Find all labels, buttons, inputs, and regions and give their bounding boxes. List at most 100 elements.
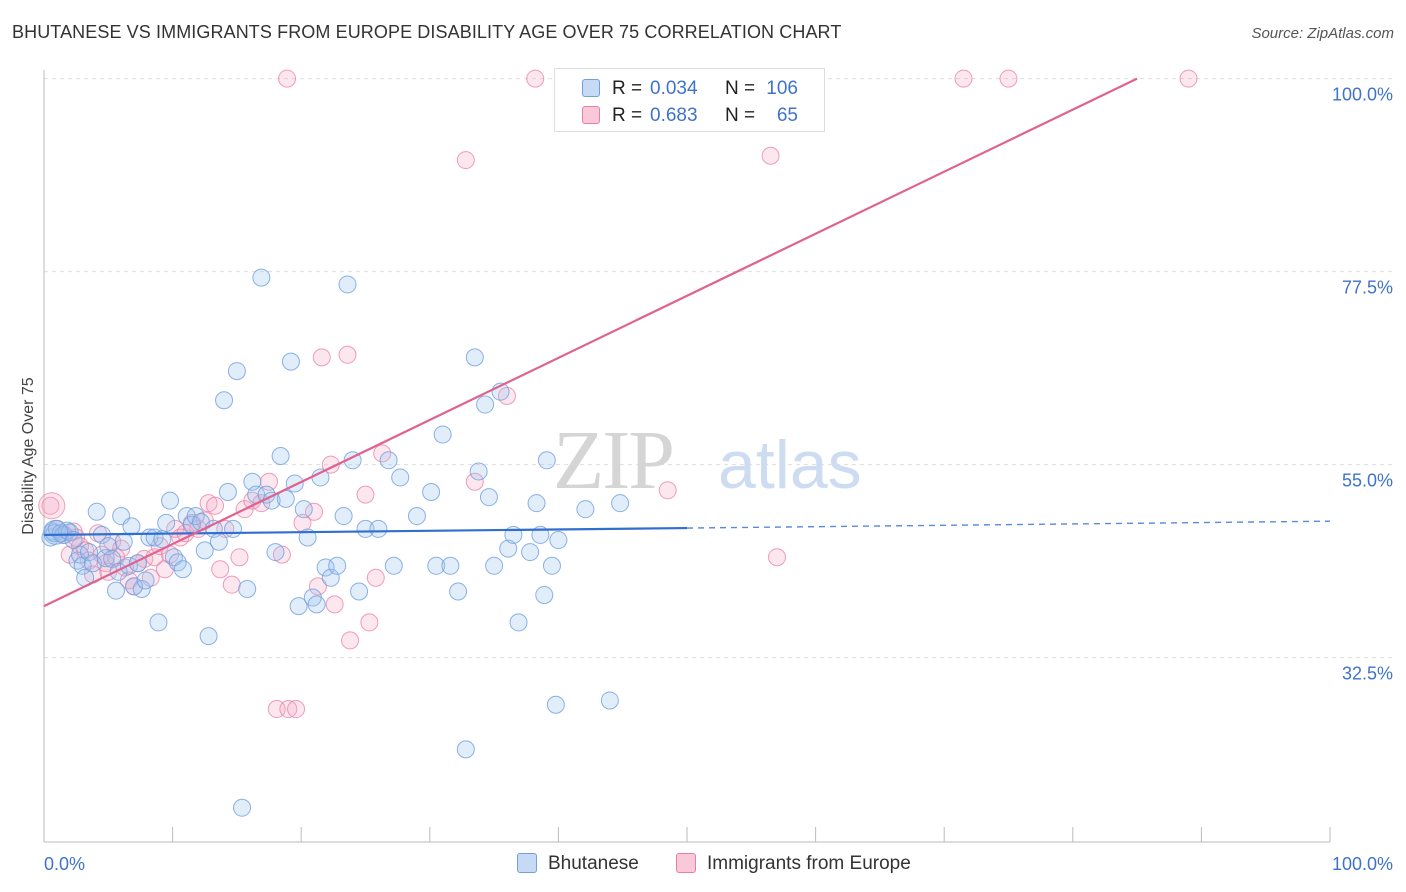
data-point-immigrants xyxy=(954,69,973,88)
data-point-bhutanese xyxy=(218,483,237,502)
legend-swatch-blue xyxy=(582,79,600,97)
trend-lines xyxy=(43,77,1331,608)
data-point-bhutanese xyxy=(271,447,290,465)
data-point-immigrants xyxy=(308,577,327,596)
data-point-bhutanese xyxy=(611,494,630,513)
legend-n-value: 106 xyxy=(766,78,798,99)
data-point-immigrants xyxy=(761,146,780,165)
data-point-immigrants xyxy=(222,575,241,594)
tick-labels: 32.5% 55.0% 77.5% 100.0% 0.0% 100.0% xyxy=(44,85,1393,874)
data-point-bhutanese xyxy=(238,579,257,598)
data-point-immigrants xyxy=(325,595,344,614)
data-point-immigrants xyxy=(658,481,677,500)
data-point-bhutanese xyxy=(476,395,495,414)
x-tick-label: 100.0% xyxy=(1332,854,1393,874)
data-point-immigrants xyxy=(278,69,297,88)
legend-row-bhutanese: R = 0.034 N = 106 xyxy=(555,74,824,102)
data-point-bhutanese xyxy=(173,560,192,579)
data-point-bhutanese xyxy=(433,425,452,444)
data-point-bhutanese xyxy=(350,582,369,601)
data-point-bhutanese xyxy=(186,507,205,526)
data-point-bhutanese xyxy=(107,581,126,600)
data-point-bhutanese xyxy=(537,451,556,470)
watermark-zip: ZIP xyxy=(553,414,673,507)
data-point-bhutanese xyxy=(576,500,595,519)
data-point-bhutanese xyxy=(356,519,375,538)
data-point-bhutanese xyxy=(485,556,504,575)
data-point-bhutanese xyxy=(199,627,218,646)
data-point-bhutanese xyxy=(289,597,308,616)
data-point-bhutanese xyxy=(294,500,313,519)
data-point-immigrants xyxy=(41,496,60,515)
legend-r-label: R = xyxy=(612,105,643,126)
data-point-bhutanese xyxy=(285,474,304,493)
bottom-legend-swatch-blue xyxy=(517,853,537,873)
bottom-legend-label: Bhutanese xyxy=(548,853,639,874)
data-point-immigrants xyxy=(465,472,484,491)
data-point-bhutanese xyxy=(252,268,271,287)
x-tick-label: 0.0% xyxy=(44,854,85,874)
data-point-immigrants xyxy=(373,444,392,463)
data-point-bhutanese xyxy=(233,798,252,817)
legend-n-label: N = xyxy=(725,105,756,126)
legend-n-label: N = xyxy=(725,78,756,99)
data-point-bhutanese xyxy=(546,695,565,714)
data-point-bhutanese xyxy=(384,556,403,575)
data-point-bhutanese xyxy=(542,556,561,575)
chart-title: BHUTANESE VS IMMIGRANTS FROM EUROPE DISA… xyxy=(12,22,842,42)
data-point-bhutanese xyxy=(334,507,353,526)
watermark: ZIP atlas xyxy=(553,414,862,507)
legend-r-value: 0.034 xyxy=(650,78,698,99)
source-label: Source: ZipAtlas.com xyxy=(1251,25,1394,42)
legend-swatch-pink xyxy=(582,106,600,124)
trend-line-bhutanese-dashed xyxy=(686,520,1331,529)
data-point-bhutanese xyxy=(149,613,168,632)
data-point-bhutanese xyxy=(456,740,475,759)
data-point-bhutanese xyxy=(479,488,498,507)
y-tick-label: 77.5% xyxy=(1342,278,1393,298)
data-point-bhutanese xyxy=(157,513,176,532)
data-point-bhutanese xyxy=(227,362,246,381)
data-point-bhutanese xyxy=(266,543,285,562)
data-point-immigrants xyxy=(206,496,225,515)
data-point-bhutanese xyxy=(195,541,214,560)
data-point-bhutanese xyxy=(87,502,106,521)
bottom-legend-swatch-pink xyxy=(676,853,696,873)
data-point-immigrants xyxy=(768,548,787,567)
data-point-bhutanese xyxy=(600,691,619,710)
data-point-bhutanese xyxy=(80,543,99,562)
data-point-bhutanese xyxy=(422,483,441,502)
data-point-bhutanese xyxy=(209,532,228,551)
bottom-legend-label: Immigrants from Europe xyxy=(707,853,911,874)
data-point-immigrants xyxy=(526,69,545,88)
data-point-bhutanese xyxy=(338,275,357,294)
stats-legend: R = 0.034 N = 106 R = 0.683 N = 65 xyxy=(554,68,825,132)
data-point-bhutanese xyxy=(43,519,69,545)
data-point-bhutanese xyxy=(379,451,398,470)
data-point-bhutanese xyxy=(441,556,460,575)
data-point-bhutanese xyxy=(449,582,468,601)
series-immigrants-points xyxy=(38,69,1198,719)
data-point-bhutanese xyxy=(465,348,484,367)
data-point-bhutanese xyxy=(521,543,540,562)
axes xyxy=(43,70,1331,843)
data-point-immigrants xyxy=(230,548,249,567)
data-point-immigrants xyxy=(38,492,66,520)
data-point-bhutanese xyxy=(469,462,488,481)
y-tick-label: 100.0% xyxy=(1332,85,1393,105)
data-point-bhutanese xyxy=(549,531,568,550)
data-point-bhutanese xyxy=(509,613,528,632)
data-point-immigrants xyxy=(287,700,306,719)
data-point-bhutanese xyxy=(307,595,326,614)
data-point-bhutanese xyxy=(499,539,518,558)
data-point-bhutanese xyxy=(122,517,141,536)
data-point-bhutanese xyxy=(527,494,546,513)
data-point-immigrants xyxy=(360,613,379,632)
data-point-immigrants xyxy=(999,69,1018,88)
y-tick-label: 32.5% xyxy=(1342,664,1393,684)
data-point-immigrants xyxy=(338,345,357,364)
data-point-immigrants xyxy=(279,700,298,719)
data-point-bhutanese xyxy=(369,519,388,538)
data-point-bhutanese xyxy=(114,532,133,551)
trend-line-bhutanese xyxy=(43,526,688,537)
